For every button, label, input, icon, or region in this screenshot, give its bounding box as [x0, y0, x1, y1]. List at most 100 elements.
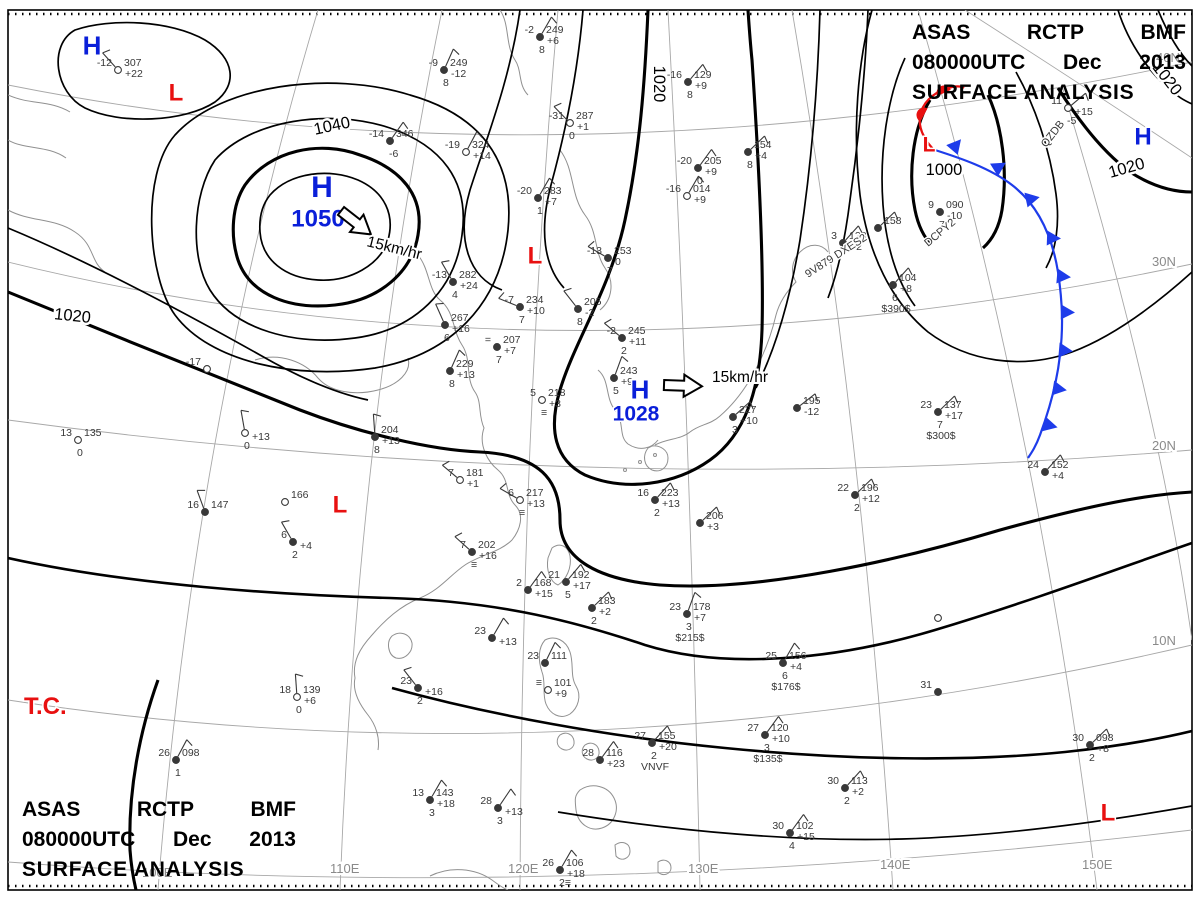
station-circle: [544, 686, 552, 694]
wind-barb: [940, 395, 955, 410]
station-circle: [851, 491, 859, 499]
station-plot: 31: [920, 679, 942, 696]
station-dewpoint: 3: [497, 815, 503, 827]
wind-barb-tick: [281, 520, 290, 523]
station-circle: [536, 33, 544, 41]
station-temp: -7: [505, 294, 514, 306]
wind-barb: [541, 16, 552, 34]
station-plot: -14 346 -6: [369, 121, 414, 160]
station-plot: 2 168+15: [516, 571, 553, 600]
wind-barb-tick: [1059, 454, 1065, 463]
station-tendency: -12: [451, 68, 466, 80]
station-dewpoint: 3: [732, 424, 738, 436]
station-plot: 30 113+22: [827, 770, 868, 807]
station-pressure: 101: [554, 677, 572, 689]
station-temp: -20: [677, 155, 692, 167]
station-temp: 27: [634, 730, 646, 742]
station-pressure: 307: [124, 57, 142, 69]
station-plot: 9 090-107: [928, 199, 964, 231]
station-plot: [934, 614, 942, 622]
wind-barb: [372, 414, 376, 434]
wind-barb: [442, 464, 458, 478]
cold-front-line: [934, 148, 1064, 459]
station-tendency: +2: [599, 606, 611, 618]
station-plot: 22 196+122: [837, 478, 880, 514]
wind-barb-tick: [871, 478, 876, 487]
station-tendency: +20: [659, 741, 677, 753]
wind-barb-tick: [435, 302, 444, 305]
station-temp: 28: [480, 795, 492, 807]
wind-barb: [177, 739, 188, 757]
station-pressure: 155: [658, 730, 676, 742]
station-dewpoint: ≡: [519, 507, 525, 519]
station-plot: 6 +42: [281, 520, 312, 561]
issuing-office: RCTP: [136, 798, 195, 821]
isobars: [8, 10, 1192, 890]
station-circle: [203, 365, 211, 373]
station-temp: 30: [1072, 732, 1084, 744]
station-callsign: VNVF: [641, 761, 669, 773]
wind-barb: [529, 571, 542, 588]
station-temp: 23: [527, 650, 539, 662]
isobar-label: 1000: [926, 161, 963, 179]
station-tendency: 0: [615, 256, 621, 268]
station-tendency: +14: [473, 150, 491, 162]
station-circle: [462, 148, 470, 156]
station-plot: 25 156+46$176$: [765, 642, 807, 693]
wind-barb-tick: [503, 617, 510, 625]
graticule-label: 110E: [330, 861, 360, 876]
station-pressure: 128: [849, 230, 867, 242]
station-temp: 13: [412, 787, 424, 799]
wind-barb-tick: [499, 482, 507, 489]
station-tendency: +9: [621, 376, 633, 388]
station-circle: [493, 343, 501, 351]
wind-barb: [553, 106, 568, 121]
station-tendency: +24: [460, 280, 478, 292]
station-dewpoint: 8: [374, 444, 380, 456]
station-circle: [684, 78, 692, 86]
low-pressure-center: L: [1101, 800, 1116, 827]
station-plot: 18 139+60: [279, 673, 321, 716]
station-plot: 27 120+103$135$: [747, 716, 790, 765]
station-tendency: +10: [527, 305, 545, 317]
station-circle: [449, 278, 457, 286]
station-plot: -9 249-128: [429, 48, 468, 89]
station-circle: [241, 429, 249, 437]
wind-barb: [561, 849, 572, 867]
wind-barb-tick: [894, 211, 899, 220]
station-plot: 24 152+4: [1027, 454, 1069, 482]
station-callsign: $215$: [675, 632, 704, 644]
station-circle: [934, 688, 942, 696]
wind-barb-tick: [702, 64, 708, 72]
graticule-label: 30N: [1152, 254, 1176, 269]
station-temp: 18: [279, 684, 291, 696]
station-temp: -16: [667, 69, 682, 81]
station-temp: 27: [747, 722, 759, 734]
station-pressure: 178: [693, 601, 711, 613]
station-circle: [516, 303, 524, 311]
wind-barb: [467, 131, 478, 149]
station-circle: [556, 866, 564, 874]
station-temp: 16: [637, 487, 649, 499]
wind-barb-tick: [587, 240, 595, 247]
station-circle: [936, 208, 944, 216]
station-circle: [524, 586, 532, 594]
station-pressure: 346: [396, 128, 414, 140]
station-pressure: 196: [861, 482, 879, 494]
station-circle: [786, 829, 794, 837]
station-tendency: +16: [425, 686, 443, 698]
station-dewpoint: 2: [591, 615, 597, 627]
station-dewpoint: 4: [789, 840, 795, 852]
station-callsign: $390$: [881, 303, 910, 315]
wind-barb: [539, 177, 550, 195]
wind-barb: [568, 564, 582, 580]
station-tendency: +13: [527, 498, 545, 510]
station-circle: [1064, 104, 1072, 112]
station-dewpoint: 8: [747, 159, 753, 171]
office-suffix: BMF: [1140, 21, 1187, 44]
wind-barb: [654, 725, 668, 741]
wind-barb: [499, 788, 512, 805]
station-tendency: +4: [1052, 470, 1064, 482]
cold-front-triangle: [1056, 268, 1071, 284]
